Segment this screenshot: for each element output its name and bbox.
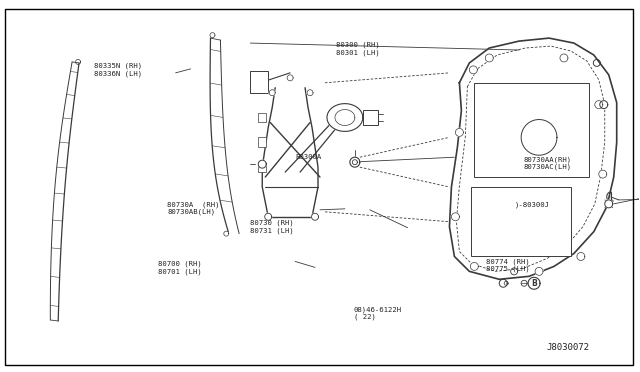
Polygon shape xyxy=(269,90,275,96)
Text: B0300A: B0300A xyxy=(296,154,322,160)
Polygon shape xyxy=(605,200,612,208)
Polygon shape xyxy=(312,213,319,220)
Polygon shape xyxy=(535,267,543,275)
Text: 80300 (RH)
80301 (LH): 80300 (RH) 80301 (LH) xyxy=(336,42,380,56)
Bar xyxy=(259,162,266,172)
Text: 80335N (RH)
80336N (LH): 80335N (RH) 80336N (LH) xyxy=(94,63,142,77)
Polygon shape xyxy=(600,101,608,109)
Polygon shape xyxy=(350,157,360,167)
Text: 80774 (RH)
80775 (LH): 80774 (RH) 80775 (LH) xyxy=(486,259,529,272)
Text: J8030072: J8030072 xyxy=(546,343,589,352)
Polygon shape xyxy=(485,54,493,62)
Polygon shape xyxy=(327,104,363,131)
Text: 80700 (RH)
80701 (LH): 80700 (RH) 80701 (LH) xyxy=(157,261,201,275)
Polygon shape xyxy=(521,119,557,155)
Polygon shape xyxy=(259,160,266,168)
Polygon shape xyxy=(560,54,568,62)
Text: 80730AA(RH)
80730AC(LH): 80730AA(RH) 80730AC(LH) xyxy=(524,156,572,170)
Polygon shape xyxy=(470,262,478,270)
Bar xyxy=(474,83,589,177)
Text: B: B xyxy=(531,279,537,288)
Polygon shape xyxy=(307,90,313,96)
Text: 08)46-6122H
( 22): 08)46-6122H ( 22) xyxy=(354,307,402,320)
Polygon shape xyxy=(469,66,477,74)
Polygon shape xyxy=(577,253,585,260)
Bar xyxy=(259,137,266,147)
Bar xyxy=(471,187,571,256)
Polygon shape xyxy=(599,170,607,178)
Polygon shape xyxy=(456,128,463,137)
Text: 80730 (RH)
80731 (LH): 80730 (RH) 80731 (LH) xyxy=(250,219,294,234)
Bar xyxy=(363,110,378,125)
Bar xyxy=(250,71,268,93)
Polygon shape xyxy=(265,213,272,220)
Polygon shape xyxy=(287,75,293,81)
Polygon shape xyxy=(451,213,460,221)
Bar xyxy=(259,113,266,122)
Text: )-80300J: )-80300J xyxy=(515,201,549,208)
Text: 80730A  (RH)
80730AB(LH): 80730A (RH) 80730AB(LH) xyxy=(167,201,220,215)
Polygon shape xyxy=(595,101,603,109)
